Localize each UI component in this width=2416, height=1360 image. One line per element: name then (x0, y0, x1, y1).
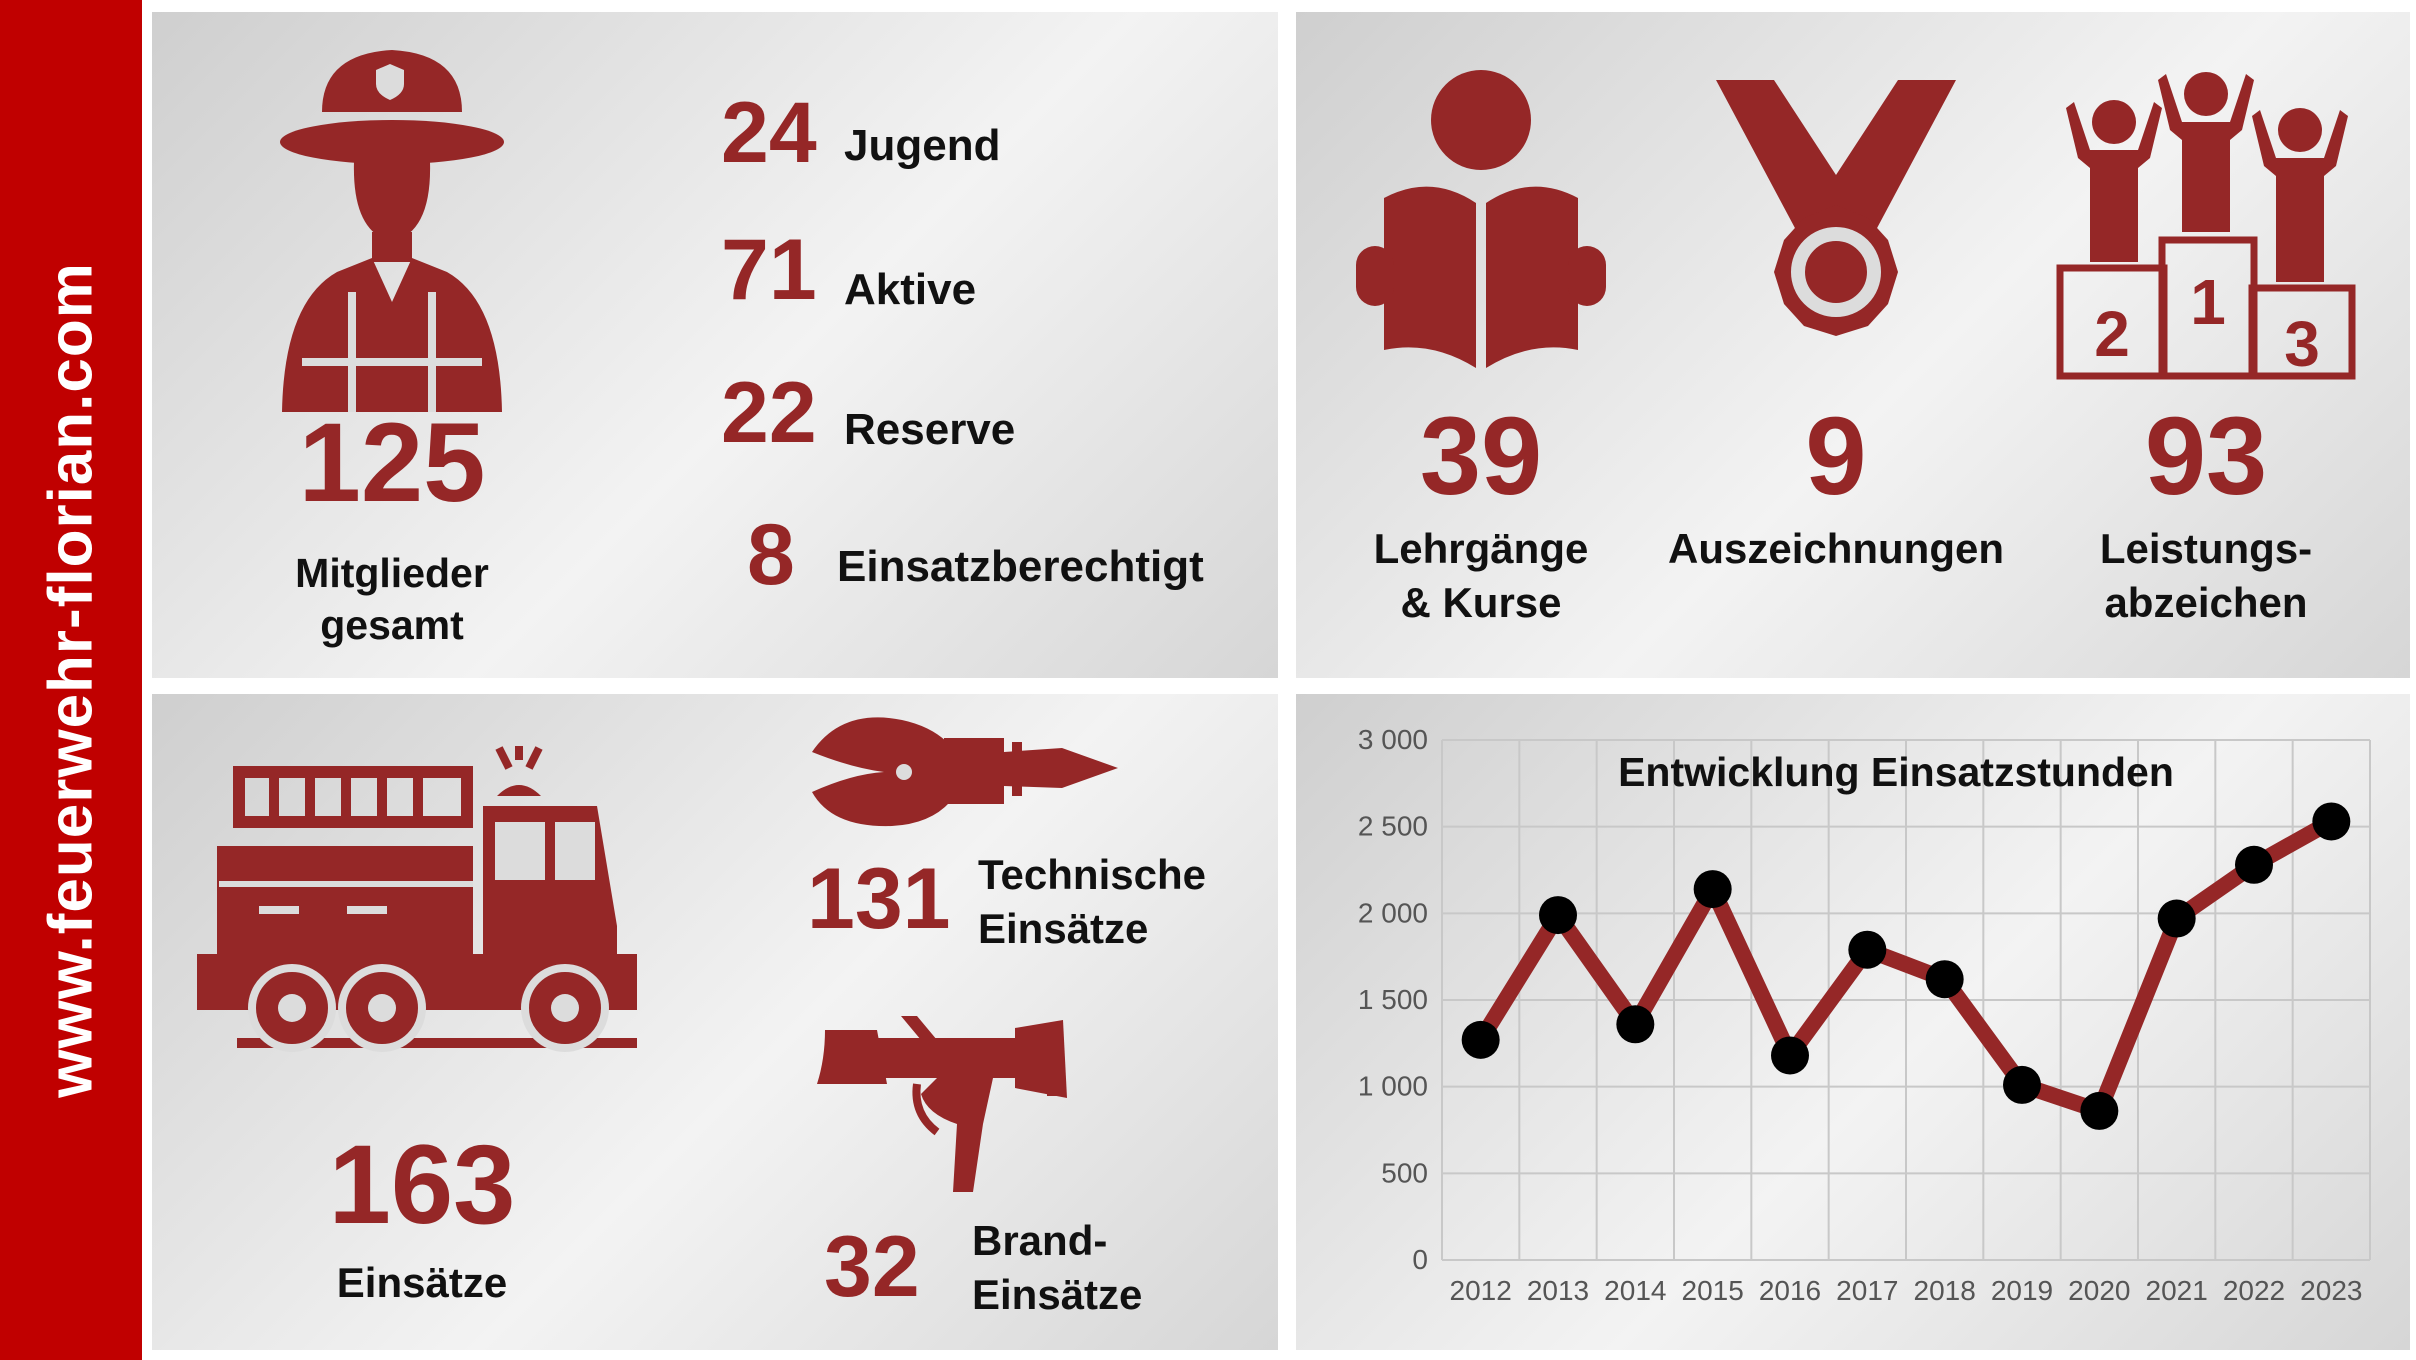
fire-value: 32 (824, 1219, 920, 1315)
firefighter-icon (280, 50, 504, 412)
active-value: 71 (721, 222, 817, 318)
data-point (1771, 1036, 1809, 1075)
awards-value: 9 (1805, 395, 1867, 518)
x-tick-label: 2022 (2223, 1275, 2285, 1306)
data-point (1848, 930, 1887, 969)
technical-label: Technische Einsätze (978, 851, 1206, 952)
data-point (2080, 1091, 2119, 1130)
members-total-value: 125 (298, 400, 486, 525)
courses-value: 39 (1419, 395, 1543, 518)
fire-nozzle-icon (817, 1016, 1067, 1192)
missions-total-label: Einsätze (336, 1259, 508, 1306)
fire-label: Brand- Einsätze (972, 1217, 1143, 1318)
chart-grid (1441, 739, 2371, 1261)
badges-value: 93 (2144, 395, 2268, 518)
active-label: Aktive (844, 265, 977, 314)
y-tick-label: 2 500 (1358, 811, 1428, 842)
data-point (2235, 845, 2273, 884)
y-tick-label: 3 000 (1358, 724, 1428, 755)
y-tick-label: 0 (1412, 1244, 1428, 1275)
y-tick-label: 1 000 (1358, 1071, 1428, 1102)
data-point (2003, 1065, 2041, 1104)
podium-first-digit: 1 (2190, 266, 2226, 338)
authorized-value: 8 (747, 507, 795, 603)
podium-third-digit: 3 (2284, 308, 2320, 380)
x-tick-label: 2019 (1991, 1275, 2053, 1306)
podium-icon: 2 1 3 (2056, 72, 2356, 380)
data-point (1693, 870, 1732, 909)
data-point (1539, 896, 1577, 935)
x-tick-label: 2014 (1604, 1275, 1666, 1306)
data-point (1925, 960, 1964, 999)
reading-person-icon (1356, 70, 1606, 368)
x-tick-label: 2020 (2068, 1275, 2130, 1306)
x-tick-label: 2016 (1759, 1275, 1821, 1306)
missions-total-value: 163 (328, 1122, 516, 1247)
awards-label: Auszeichnungen (1667, 525, 2005, 572)
fire-truck-icon (197, 746, 637, 1052)
authorized-label: Einsatzberechtigt (837, 542, 1204, 591)
achievements-panel: 39 Lehrgänge & Kurse 9 Auszeichnungen (1296, 12, 2410, 678)
x-tick-label: 2018 (1914, 1275, 1976, 1306)
rescue-cutter-icon (812, 717, 1118, 827)
youth-value: 24 (721, 85, 817, 181)
youth-label: Jugend (844, 121, 1001, 170)
data-points (1461, 802, 2351, 1130)
y-tick-label: 500 (1381, 1157, 1428, 1188)
technical-value: 131 (807, 851, 951, 947)
sidebar: www.feuerwehr-florian.com (0, 0, 142, 1360)
courses-label: Lehrgänge & Kurse (1373, 525, 1589, 626)
chart-panel: 0 500 1 000 1 500 2 000 2 500 3 000 2012 2013 20… (1296, 694, 2410, 1350)
reserve-label: Reserve (844, 405, 1016, 454)
data-point (2157, 899, 2196, 938)
x-tick-label: 2023 (2300, 1275, 2362, 1306)
data-point (2312, 802, 2351, 841)
medal-icon (1716, 80, 1956, 336)
x-tick-label: 2013 (1527, 1275, 1589, 1306)
members-total-label: Mitglieder gesamt (295, 550, 489, 649)
badges-label: Leistungs- abzeichen (2099, 525, 2313, 626)
x-axis-ticks: 2012 2013 2014 2015 2016 2017 2018 2019 2020 2021… (1450, 1275, 2363, 1306)
y-axis-ticks: 0 500 1 000 1 500 2 000 2 500 3 000 (1358, 724, 1428, 1275)
data-point (1616, 1005, 1655, 1044)
x-tick-label: 2015 (1682, 1275, 1744, 1306)
x-tick-label: 2021 (2146, 1275, 2208, 1306)
website-url[interactable]: www.feuerwehr-florian.com (36, 262, 106, 1098)
chart-title: Entwicklung Einsatzstunden (1618, 749, 2174, 795)
missions-panel: 163 Einsätze 131 Technische Einsätze 32 … (152, 694, 1278, 1350)
podium-second-digit: 2 (2094, 298, 2130, 370)
reserve-value: 22 (721, 365, 817, 461)
x-tick-label: 2012 (1450, 1275, 1512, 1306)
y-tick-label: 2 000 (1358, 897, 1428, 928)
data-point (1461, 1020, 1500, 1059)
members-panel: 125 Mitglieder gesamt 24 Jugend 71 Aktiv… (152, 12, 1278, 678)
x-tick-label: 2017 (1836, 1275, 1898, 1306)
y-tick-label: 1 500 (1358, 984, 1428, 1015)
